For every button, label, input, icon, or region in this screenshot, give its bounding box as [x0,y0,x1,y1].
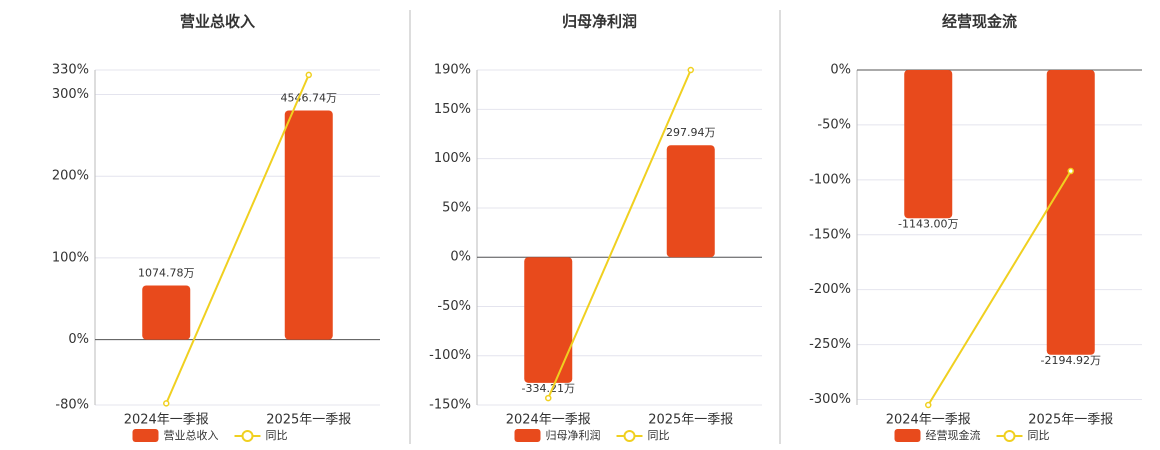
line-point [925,401,932,409]
y-tick-label: 190% [434,63,471,78]
legend-label: 归母净利润 [546,428,601,442]
legend-label: 同比 [266,429,288,442]
y-tick-label: 330% [52,63,89,78]
y-tick-label: 300% [52,87,89,102]
value-label: -2194.92万 [1041,354,1101,367]
y-tick-label: -50% [817,117,851,132]
bar [524,257,573,383]
chart-title: 营业总收入 [180,13,255,31]
bar [904,70,953,219]
y-tick-label: -100% [809,172,851,187]
value-label: -334.21万 [522,382,575,395]
chart-title: 经营现金流 [942,13,1017,31]
y-tick-label: -200% [809,282,851,297]
bar [1046,70,1095,355]
y-tick-label: 100% [52,250,89,265]
y-tick-label: -50% [437,299,471,314]
line-point [305,71,312,79]
x-tick-label: 2025年一季报 [1028,413,1113,428]
line-point [687,66,694,74]
y-tick-label: -300% [809,392,851,407]
line-point [545,394,552,402]
y-tick-label: -80% [55,398,89,413]
bar [666,145,715,258]
legend-marker [241,430,254,442]
value-label: 4546.74万 [281,91,338,104]
line [927,170,1072,406]
x-tick-label: 2025年一季报 [266,413,351,428]
line [165,74,310,404]
y-tick-label: 0% [68,332,89,347]
y-tick-label: 50% [442,200,471,215]
y-tick-label: -250% [809,337,851,352]
x-tick-label: 2024年一季报 [506,413,591,428]
x-tick-label: 2025年一季报 [648,413,733,428]
chart-title: 归母净利润 [562,13,637,31]
line [547,69,692,399]
legend-swatch [514,429,541,442]
bar [142,285,191,340]
legend-label: 同比 [648,429,670,442]
value-label: -1143.00万 [898,217,958,230]
x-tick-label: 2024年一季报 [124,413,209,428]
y-tick-label: -100% [429,348,471,363]
legend-label: 同比 [1028,429,1050,442]
bar [284,110,333,340]
legend-swatch [894,429,921,442]
y-tick-label: -150% [429,398,471,413]
y-tick-label: 0% [450,250,471,265]
line-point [1067,167,1074,175]
legend-marker [1003,430,1016,442]
legend-label: 经营现金流 [926,428,981,442]
value-label: 1074.78万 [138,266,195,279]
legend-marker [623,430,636,442]
y-tick-label: 0% [830,63,851,78]
y-tick-label: 150% [434,102,471,117]
y-tick-label: -150% [809,227,851,242]
y-tick-label: 100% [434,151,471,166]
line-point [163,400,170,407]
y-tick-label: 200% [52,169,89,184]
legend-swatch [132,429,159,442]
x-tick-label: 2024年一季报 [886,413,971,428]
legend-label: 营业总收入 [164,428,219,442]
value-label: 297.94万 [666,126,716,139]
